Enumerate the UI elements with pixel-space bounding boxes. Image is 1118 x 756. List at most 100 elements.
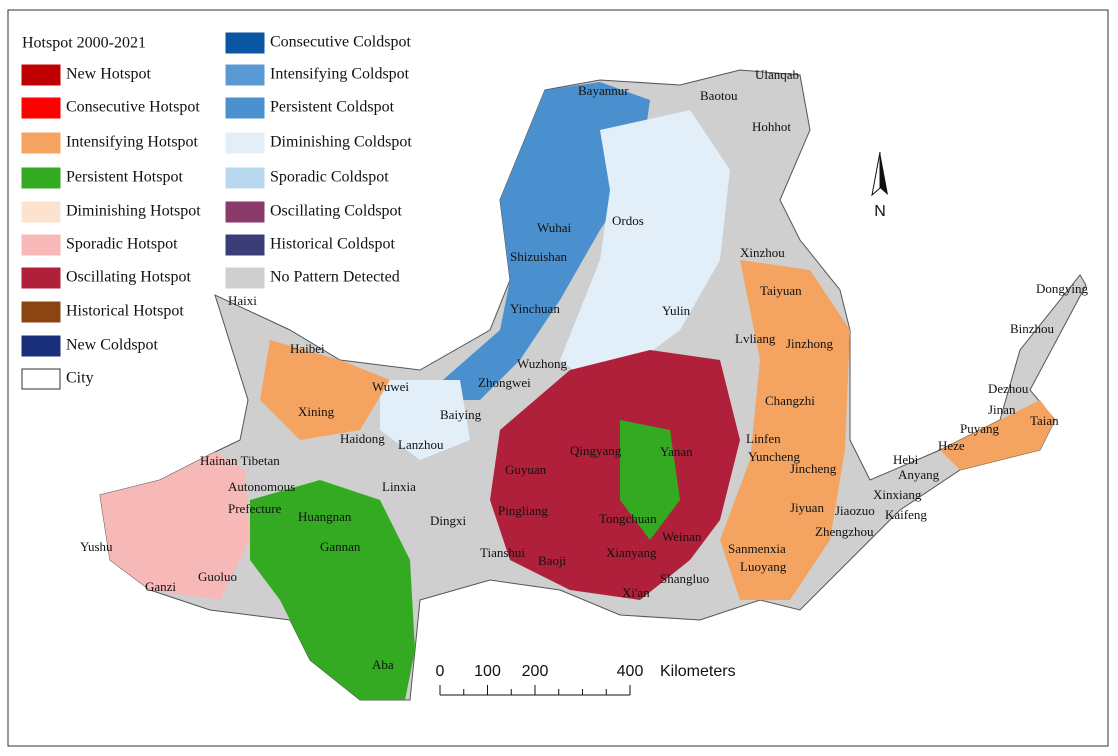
legend-label: Diminishing Coldspot: [270, 134, 412, 151]
legend-swatch: [225, 132, 265, 154]
city-label: Wuwei: [372, 379, 409, 394]
city-label: Autonomous: [228, 479, 295, 494]
city-label: Linxia: [382, 479, 416, 494]
legend-label: Historical Hotspot: [66, 303, 184, 320]
city-label: Zhengzhou: [815, 524, 874, 539]
city-label: Guoluo: [198, 569, 237, 584]
city-label: Luoyang: [740, 559, 787, 574]
legend-label: Persistent Hotspot: [66, 169, 183, 186]
scale-label: 400: [617, 663, 644, 680]
legend-swatch: [225, 32, 265, 54]
city-label: Hainan Tibetan: [200, 453, 280, 468]
city-label: Kaifeng: [885, 507, 927, 522]
city-label: Yulin: [662, 303, 691, 318]
city-label: Lvliang: [735, 331, 776, 346]
scale-unit: Kilometers: [660, 663, 736, 680]
basin: [99, 69, 1087, 701]
city-label: Yushu: [80, 539, 113, 554]
scale-label: 0: [436, 663, 445, 680]
city-label: Taian: [1030, 413, 1059, 428]
legend-swatch: [225, 97, 265, 119]
city-label: Wuzhong: [517, 356, 568, 371]
coldspot-area: [420, 82, 650, 400]
legend-swatch: [21, 267, 61, 289]
city-label: Dezhou: [988, 381, 1029, 396]
legend-swatch: [21, 368, 61, 390]
city-label: Bayannur: [578, 83, 629, 98]
legend-swatch: [21, 301, 61, 323]
legend-label: Sporadic Coldspot: [270, 169, 389, 186]
city-label: Haibei: [290, 341, 325, 356]
persistent-hotspot-area: [250, 480, 415, 700]
city-label: Yinchuan: [510, 301, 560, 316]
sporadic-hotspot-area: [100, 452, 250, 600]
city-label: Haixi: [228, 293, 257, 308]
legend-swatch: [21, 167, 61, 189]
scale-label: 200: [522, 663, 549, 680]
persistent-hotspot-area: [620, 420, 680, 540]
legend-swatch: [21, 335, 61, 357]
city-label: Jincheng: [790, 461, 837, 476]
legend-label: No Pattern Detected: [270, 269, 400, 286]
legend-swatch: [225, 201, 265, 223]
legend-label: Historical Coldspot: [270, 236, 395, 253]
city-label: Lanzhou: [398, 437, 444, 452]
city-label: Haidong: [340, 431, 385, 446]
legend-label: Consecutive Coldspot: [270, 34, 411, 51]
city-label: Binzhou: [1010, 321, 1055, 336]
city-label: Xinzhou: [740, 245, 785, 260]
city-label: Yanan: [660, 444, 693, 459]
city-label: Xianyang: [606, 545, 657, 560]
intensifying-hotspot-area: [720, 260, 850, 600]
city-label: Jiaozuo: [835, 503, 875, 518]
north-label: N: [874, 203, 886, 220]
city-label: Zhongwei: [478, 375, 531, 390]
city-label: Baiying: [440, 407, 482, 422]
legend-label: Intensifying Coldspot: [270, 66, 410, 83]
city-label: Ordos: [612, 213, 644, 228]
legend-swatch: [21, 201, 61, 223]
city-label: Ulanqab: [755, 67, 799, 82]
city-label: Jinzhong: [786, 336, 833, 351]
legend-swatch: [21, 234, 61, 256]
city-label: Huangnan: [298, 509, 352, 524]
legend-label: Intensifying Hotspot: [66, 134, 199, 151]
city-label: Gannan: [320, 539, 361, 554]
city-label: Shangluo: [660, 571, 709, 586]
city-label: Dingxi: [430, 513, 467, 528]
legend-swatch: [225, 234, 265, 256]
city-label: Heze: [938, 438, 965, 453]
legend-label: Oscillating Coldspot: [270, 203, 403, 220]
city-label: Jinan: [988, 402, 1016, 417]
north-arrow: N: [871, 151, 888, 220]
legend-label: Consecutive Hotspot: [66, 99, 200, 116]
legend-swatch: [225, 167, 265, 189]
legend-label: New Coldspot: [66, 337, 159, 354]
city-label: Jiyuan: [790, 500, 824, 515]
city-label: Pingliang: [498, 503, 548, 518]
city-label: Tianshui: [480, 545, 525, 560]
city-label: Xining: [298, 404, 335, 419]
scale-bar: 0 100 200 400 Kilometers: [436, 663, 736, 696]
legend-swatch: [21, 97, 61, 119]
legend-label: Sporadic Hotspot: [66, 236, 178, 253]
scale-label: 100: [474, 663, 501, 680]
city-label: Shizuishan: [510, 249, 568, 264]
legend-swatch: [225, 64, 265, 86]
legend-swatch: [21, 64, 61, 86]
city-label: Yuncheng: [748, 449, 800, 464]
intensifying-hotspot-area: [940, 400, 1055, 470]
oscillating-hotspot-area: [490, 350, 740, 600]
legend-label: New Hotspot: [66, 66, 151, 83]
city-label: Guyuan: [505, 462, 547, 477]
city-label: Sanmenxia: [728, 541, 786, 556]
city-label: Baoji: [538, 553, 567, 568]
legend-label: Persistent Coldspot: [270, 99, 395, 116]
city-label: Xi'an: [622, 585, 650, 600]
diminishing-coldspot-area: [560, 110, 730, 390]
city-label: Tongchuan: [599, 511, 657, 526]
city-label: Prefecture: [228, 501, 282, 516]
intensifying-hotspot-area: [260, 340, 390, 440]
legend-swatch: [21, 132, 61, 154]
